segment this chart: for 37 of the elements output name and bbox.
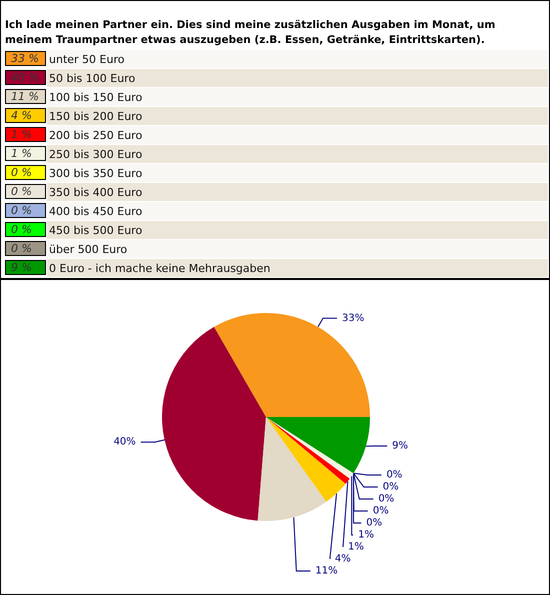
legend-swatch: 40 % bbox=[5, 70, 46, 85]
text: 0% bbox=[378, 494, 394, 504]
data-label: 4% bbox=[334, 554, 351, 564]
legend-swatch: 1 % bbox=[5, 127, 46, 142]
text: 0% bbox=[366, 518, 382, 528]
legend-swatch: 4 % bbox=[5, 108, 46, 123]
legend-label: 150 bis 200 Euro bbox=[49, 110, 142, 122]
legend-swatch: 0 % bbox=[5, 165, 46, 180]
legend-label: 350 bis 400 Euro bbox=[49, 186, 142, 198]
data-label: 33% bbox=[342, 312, 364, 324]
data-label: 1% bbox=[358, 530, 374, 540]
legend-swatch: 11 % bbox=[5, 89, 46, 104]
text: 0% bbox=[386, 470, 402, 480]
data-label: 9% bbox=[392, 440, 408, 452]
legend-label: unter 50 Euro bbox=[49, 52, 124, 66]
legend-label: 100 bis 150 Euro bbox=[49, 90, 142, 104]
text: 0% bbox=[372, 506, 389, 516]
legend-label: 300 bis 350 Euro bbox=[49, 166, 142, 180]
legend-swatch: 0 % bbox=[5, 203, 46, 218]
legend-swatch: 0 % bbox=[5, 222, 46, 237]
legend-swatch: 0 % bbox=[5, 241, 46, 256]
data-label: 11% bbox=[315, 566, 338, 576]
legend-swatch: 33 % bbox=[5, 51, 46, 66]
text: 0% bbox=[382, 482, 399, 492]
data-label: 1% bbox=[348, 542, 364, 552]
legend-swatch: 0 % bbox=[5, 184, 46, 199]
legend-label: 450 bis 500 Euro bbox=[49, 224, 142, 236]
legend-swatch: 9 % bbox=[5, 260, 46, 275]
legend-label: 200 bis 250 Euro bbox=[49, 128, 142, 142]
legend-label: 0 Euro - ich mache keine Mehrausgaben bbox=[49, 262, 270, 274]
legend-label: 400 bis 450 Euro bbox=[49, 204, 142, 218]
legend-label: über 500 Euro bbox=[49, 242, 128, 256]
chart-title: Ich lade meinen Partner ein. Dies sind meine zusätzlichen Ausgaben im Monat, um meinem Traumpartner etwas auszugeben (z.B. Essen, Getränke, Eintrittskarten). bbox=[4, 18, 496, 48]
legend-label: 250 bis 300 Euro bbox=[49, 148, 142, 160]
legend-swatch: 1 % bbox=[5, 146, 46, 161]
data-label: 40% bbox=[114, 436, 136, 448]
legend-label: 50 bis 100 Euro bbox=[49, 72, 136, 84]
